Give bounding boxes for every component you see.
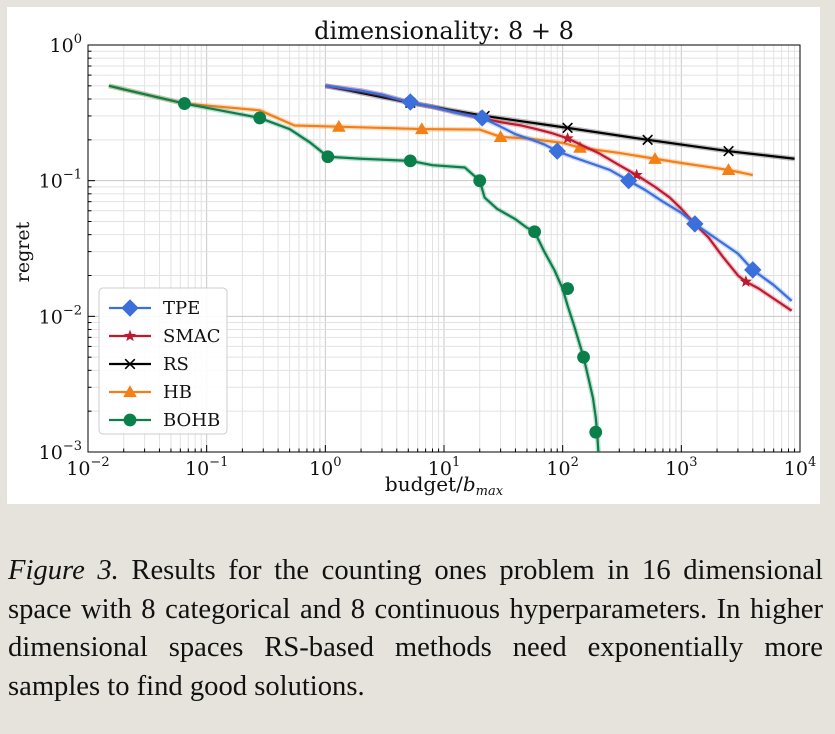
series-line-tpe: [325, 84, 793, 302]
y-tick-label: 10−2: [39, 303, 82, 328]
point-bohb: [473, 174, 487, 188]
point-bohb: [528, 225, 541, 239]
x-axis-label: budget/bmax: [385, 472, 504, 499]
tick-exponent: 2: [571, 455, 579, 470]
tick-exponent: −2: [63, 303, 82, 318]
point-hb: [414, 122, 429, 135]
legend-box: [98, 287, 228, 435]
tick-base: 10: [39, 306, 63, 328]
legend-marker-tpe: [121, 299, 139, 317]
x-tick-label: 104: [784, 455, 816, 480]
x-axis-label-var: b: [463, 472, 476, 496]
point-hb: [648, 151, 662, 164]
figure-caption: Figure 3. Results for the counting ones …: [8, 552, 823, 706]
tick-base: 10: [309, 458, 333, 480]
legend-marker-bohb: [123, 413, 137, 427]
x-tick-label: 10−2: [66, 455, 109, 480]
legend-item-bohb: BOHB: [109, 410, 220, 431]
legend: TPE SMAC RS HB BOHB: [98, 287, 228, 435]
legend-item-hb: HB: [109, 382, 192, 403]
tick-base: 10: [665, 458, 689, 480]
tick-base: 10: [39, 171, 63, 193]
point-tpe: [619, 171, 638, 190]
tick-base: 10: [784, 458, 808, 480]
x-tick-label: 103: [665, 455, 697, 480]
legend-marker-smac: [123, 329, 137, 342]
legend-marker-hb: [123, 385, 137, 398]
legend-label-smac: SMAC: [163, 326, 221, 347]
point-smac: [630, 168, 643, 181]
tick-exponent: 3: [689, 455, 697, 470]
legend-label-tpe: TPE: [163, 298, 200, 319]
series-bohb: [108, 83, 603, 453]
x-axis-label-sub: max: [476, 484, 504, 499]
series-line-hb: [108, 84, 754, 177]
x-tick-label: 10−1: [185, 455, 228, 480]
y-tick-label: 10−3: [39, 439, 82, 464]
tick-exponent: 4: [808, 455, 816, 470]
point-tpe: [473, 109, 491, 127]
chart-title: dimensionality: 8 + 8: [314, 17, 574, 45]
point-rs: [642, 134, 653, 146]
point-bohb: [561, 282, 574, 296]
point-bohb: [589, 425, 603, 439]
point-hb: [493, 130, 508, 143]
caption-label: Figure 3.: [8, 555, 119, 586]
point-rs: [562, 122, 573, 134]
tick-exponent: −1: [63, 168, 82, 183]
tick-base: 10: [50, 35, 74, 57]
x-tick-label: 102: [546, 455, 578, 480]
point-bohb: [178, 97, 191, 110]
tick-base: 10: [39, 442, 63, 464]
point-hb: [721, 163, 736, 176]
x-axis-label-main: budget/: [385, 472, 463, 496]
figure-panel: 10−2 10−1 100 101 102 103 104 100 10−1 10−2 10−3 d…: [7, 7, 820, 504]
point-hb: [573, 140, 587, 153]
legend-item-tpe: TPE: [109, 298, 200, 319]
tick-base: 10: [546, 458, 570, 480]
legend-label-rs: RS: [163, 354, 189, 375]
point-tpe: [548, 142, 566, 160]
legend-item-rs: RS: [109, 354, 189, 375]
x-tick-label: 101: [428, 455, 460, 480]
legend-marker-rs: [124, 358, 136, 370]
tick-base: 10: [66, 458, 90, 480]
point-bohb: [321, 150, 335, 164]
point-tpe: [686, 215, 704, 233]
point-rs: [723, 145, 734, 157]
tick-exponent: 1: [452, 455, 460, 470]
point-tpe: [744, 261, 762, 279]
series-hb: [108, 83, 754, 178]
tick-base: 10: [185, 458, 209, 480]
point-smac: [561, 131, 574, 144]
point-smac: [739, 275, 752, 287]
legend-item-smac: SMAC: [109, 326, 221, 347]
caption-text: Results for the counting ones problem in…: [8, 555, 824, 702]
point-hb: [332, 119, 346, 132]
tick-exponent: 0: [74, 32, 82, 47]
point-bohb: [577, 350, 590, 364]
point-bohb: [253, 111, 267, 125]
point-tpe: [401, 93, 420, 111]
y-axis-label: regret: [12, 221, 34, 282]
tick-exponent: −1: [209, 455, 228, 470]
series-line-bohb: [108, 84, 600, 453]
series-tpe: [324, 83, 794, 303]
tick-exponent: −3: [63, 439, 82, 454]
x-tick-label: 100: [309, 455, 341, 480]
legend-label-bohb: BOHB: [163, 410, 220, 431]
series: [108, 83, 795, 453]
y-tick-label: 10−1: [39, 168, 82, 193]
tick-exponent: 0: [333, 455, 341, 470]
tick-base: 10: [428, 458, 452, 480]
tick-exponent: −2: [91, 455, 110, 470]
point-bohb: [403, 154, 417, 168]
legend-label-hb: HB: [163, 382, 192, 403]
y-tick-label: 100: [50, 32, 82, 57]
